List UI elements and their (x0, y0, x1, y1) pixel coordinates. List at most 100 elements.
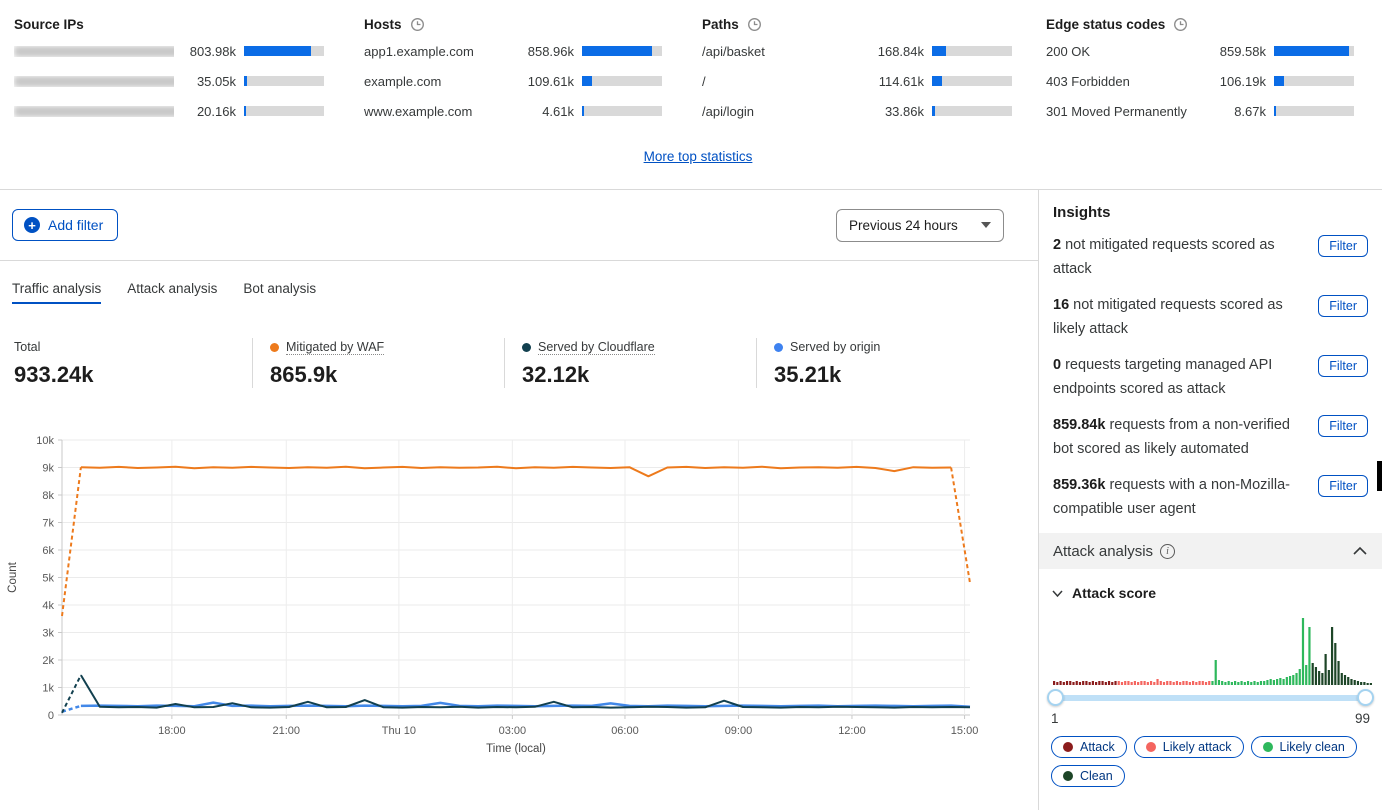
summary-label-text: Total (14, 340, 41, 354)
time-range-select[interactable]: Previous 24 hours (836, 208, 1004, 242)
summary-item-label: Mitigated by WAF (270, 338, 504, 356)
stat-row-value: 20.16k (196, 103, 236, 119)
slider-handle-min[interactable] (1047, 689, 1064, 706)
legend-likely-clean[interactable]: Likely clean (1250, 736, 1357, 758)
stat-row-bar (244, 106, 324, 116)
stat-row[interactable]: app1.example.com 858.96k (364, 36, 662, 66)
add-filter-label: Add filter (48, 217, 104, 233)
clock-icon[interactable] (410, 17, 425, 32)
stat-row-bar (582, 46, 662, 56)
svg-text:7k: 7k (42, 518, 54, 530)
stat-column-title-text: Source IPs (14, 16, 84, 32)
svg-text:10k: 10k (36, 435, 54, 447)
stat-row[interactable]: 803.98k (14, 36, 324, 66)
stat-row[interactable]: 200 OK 859.58k (1046, 36, 1354, 66)
stat-row-name: 301 Moved Permanently (1046, 103, 1187, 119)
attack-score-histogram (1053, 618, 1372, 685)
stat-row-bar-fill (1274, 76, 1284, 86)
insight-text: 2 not mitigated requests scored as attac… (1053, 237, 1275, 277)
legend-label: Likely attack (1162, 740, 1232, 754)
legend-color-dot (1063, 742, 1073, 752)
summary-item-label: Served by Cloudflare (522, 338, 756, 356)
insight-filter-button[interactable]: Filter (1318, 235, 1368, 257)
stat-column: Source IPs 803.98k 35.05k 20.16k (14, 12, 364, 126)
insights-list: 2 not mitigated requests scored as attac… (1053, 233, 1368, 521)
chevron-down-icon (981, 222, 991, 228)
slider-max-label: 99 (1354, 711, 1370, 726)
tab-traffic-analysis[interactable]: Traffic analysis (12, 281, 102, 304)
legend-likely-attack[interactable]: Likely attack (1133, 736, 1244, 758)
info-icon[interactable]: i (1160, 543, 1176, 559)
legend-label: Clean (1080, 769, 1113, 783)
clock-icon[interactable] (1173, 17, 1188, 32)
chevron-up-icon[interactable] (1352, 546, 1368, 556)
stat-row[interactable]: 403 Forbidden 106.19k (1046, 66, 1354, 96)
svg-text:18:00: 18:00 (158, 725, 186, 737)
slider-handle-max[interactable] (1357, 689, 1374, 706)
filter-bar: + Add filter Previous 24 hours (0, 190, 1038, 261)
stat-row[interactable]: /api/basket 168.84k (702, 36, 1012, 66)
clock-icon[interactable] (747, 17, 762, 32)
svg-text:9k: 9k (42, 463, 54, 475)
stat-row[interactable]: /api/login 33.86k (702, 96, 1012, 126)
redacted-ip (14, 75, 174, 87)
stat-column: Paths/api/basket 168.84k / 114.61k/api/logi… (702, 12, 1046, 126)
insight-count: 859.36k (1053, 477, 1106, 493)
insight-count: 859.84k (1053, 417, 1106, 433)
stat-row-bar (582, 106, 662, 116)
svg-text:Time (local): Time (local) (486, 743, 546, 755)
stat-row[interactable]: example.com 109.61k (364, 66, 662, 96)
stat-row-name: www.example.com (364, 103, 473, 119)
insights-sidebar: Insights 2 not mitigated requests scored… (1038, 190, 1382, 810)
stat-row[interactable]: www.example.com 4.61k (364, 96, 662, 126)
svg-text:0: 0 (48, 710, 54, 722)
slider-track[interactable] (1053, 695, 1368, 701)
stat-row-bar (932, 76, 1012, 86)
legend-attack[interactable]: Attack (1051, 736, 1127, 758)
svg-text:5k: 5k (42, 573, 54, 585)
stat-row-name: 403 Forbidden (1046, 73, 1130, 89)
stat-column: Hosts app1.example.com 858.96k example.com 1… (364, 12, 702, 126)
insight-filter-button[interactable]: Filter (1318, 295, 1368, 317)
stat-row-value: 859.58k (1219, 43, 1266, 59)
insight-item: 2 not mitigated requests scored as attac… (1053, 233, 1368, 281)
insight-filter-button[interactable]: Filter (1318, 475, 1368, 497)
svg-text:1k: 1k (42, 683, 54, 695)
stat-row-bar (244, 76, 324, 86)
summary-label-text[interactable]: Mitigated by WAF (286, 339, 385, 355)
insight-text: 16 not mitigated requests scored as like… (1053, 297, 1283, 337)
svg-text:2k: 2k (42, 655, 54, 667)
redacted-ip (14, 45, 174, 57)
stat-row-name (14, 45, 174, 57)
plus-icon: + (24, 217, 40, 233)
stat-column-title-text: Paths (702, 16, 739, 32)
traffic-line-chart: 0 1k 2k 3k 4k 5k 6k 7k 8k 9k 10k 18:00 21:00 Thu 10 03… (0, 424, 1038, 763)
insight-filter-button[interactable]: Filter (1318, 415, 1368, 437)
add-filter-button[interactable]: + Add filter (12, 209, 119, 241)
stat-row-bar-fill (244, 76, 248, 86)
insight-filter-button[interactable]: Filter (1318, 355, 1368, 377)
top-statistics-grid: Source IPs 803.98k 35.05k 20.16k Hosts app1.e… (14, 12, 1382, 126)
attack-score-section: Attack score 1 99 Attack Likely attack Lik… (1039, 569, 1382, 787)
chevron-down-icon[interactable] (1051, 589, 1064, 598)
stat-row[interactable]: / 114.61k (702, 66, 1012, 96)
slider-min-label: 1 (1051, 711, 1059, 726)
stat-row[interactable]: 35.05k (14, 66, 324, 96)
attack-analysis-header: Attack analysis i (1039, 533, 1382, 569)
summary-label-text[interactable]: Served by Cloudflare (538, 339, 655, 355)
tab-attack-analysis[interactable]: Attack analysis (127, 281, 218, 296)
stat-row[interactable]: 301 Moved Permanently 8.67k (1046, 96, 1354, 126)
tab-bot-analysis[interactable]: Bot analysis (243, 281, 317, 296)
main-content: + Add filter Previous 24 hours Traffic a… (0, 190, 1038, 810)
stat-row-bar (244, 46, 324, 56)
stat-row-bar (1274, 46, 1354, 56)
analysis-tabs: Traffic analysis Attack analysis Bot analy… (0, 261, 1038, 304)
legend-label: Attack (1080, 740, 1115, 754)
time-range-value: Previous 24 hours (849, 217, 958, 233)
stat-row-bar-fill (932, 46, 946, 56)
stat-column-title: Paths (702, 12, 1012, 36)
legend-clean[interactable]: Clean (1051, 765, 1125, 787)
stat-row-value: 33.86k (884, 103, 924, 119)
stat-row[interactable]: 20.16k (14, 96, 324, 126)
more-top-statistics-link[interactable]: More top statistics (643, 149, 753, 164)
